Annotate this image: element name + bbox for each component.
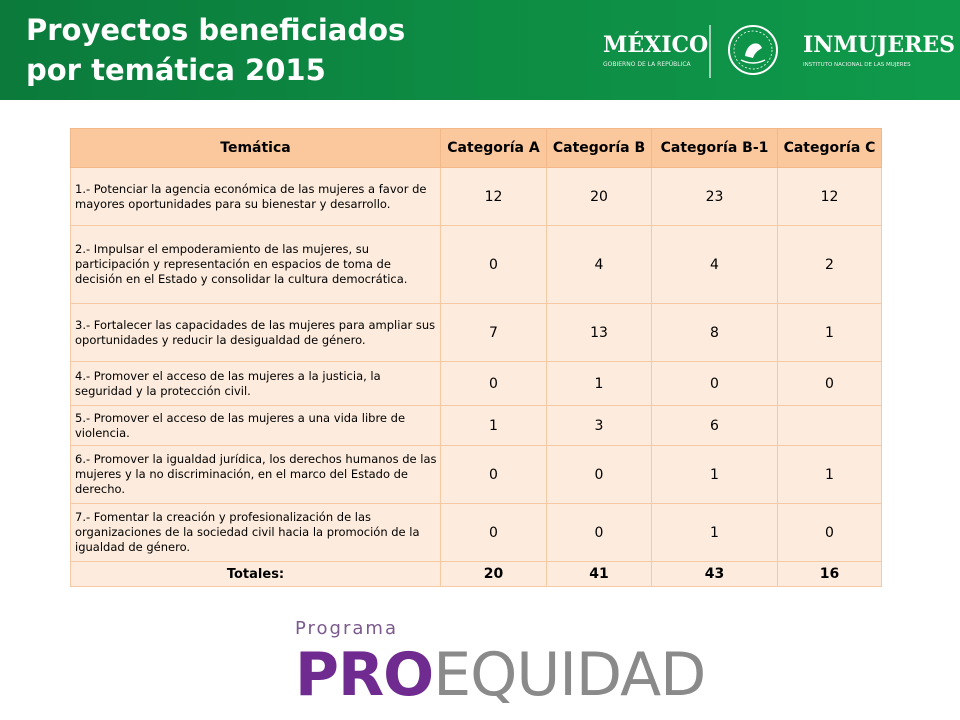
institution-logos: MÉXICO GOBIERNO DE LA REPÚBLICA INMUJERE… [585, 0, 960, 100]
header-band: Proyectos beneficiados por temática 2015… [0, 0, 960, 100]
wordmark-equidad: EQUIDAD [433, 640, 706, 710]
cat-b-cell: 13 [546, 303, 652, 362]
header-tematica: Temática [70, 128, 441, 168]
logos-svg: MÉXICO GOBIERNO DE LA REPÚBLICA INMUJERE… [603, 25, 955, 78]
total-cat-b1: 43 [651, 561, 778, 587]
cat-c-cell: 1 [777, 445, 882, 504]
cat-b1-cell: 6 [651, 405, 778, 446]
mexico-logo-subtext: GOBIERNO DE LA REPÚBLICA [603, 61, 692, 68]
proequidad-wordmark: PROEQUIDAD [295, 640, 706, 710]
inmujeres-logo-text: INMUJERES [803, 32, 955, 58]
cat-a-cell: 0 [440, 445, 547, 504]
cat-b-cell: 1 [546, 361, 652, 406]
cat-b1-cell: 1 [651, 445, 778, 504]
programa-label: Programa [295, 618, 398, 639]
table-row: 1.- Potenciar la agencia económica de la… [70, 167, 882, 226]
cat-b1-cell: 23 [651, 167, 778, 226]
theme-cell: 4.- Promover el acceso de las mujeres a … [70, 361, 441, 406]
page-title: Proyectos beneficiados por temática 2015 [26, 10, 405, 90]
cat-a-cell: 1 [440, 405, 547, 446]
theme-cell: 5.- Promover el acceso de las mujeres a … [70, 405, 441, 446]
inmujeres-logo-subtext: INSTITUTO NACIONAL DE LAS MUJERES [803, 62, 911, 68]
header-categoria-b: Categoría B [546, 128, 652, 168]
cat-a-cell: 0 [440, 361, 547, 406]
table-header-row: Temática Categoría A Categoría B Categor… [70, 128, 882, 168]
cat-b1-cell: 8 [651, 303, 778, 362]
cat-b-cell: 4 [546, 225, 652, 304]
header-categoria-b1: Categoría B-1 [651, 128, 778, 168]
totals-row: Totales: 20 41 43 16 [70, 561, 882, 587]
table-row: 7.- Fomentar la creación y profesionaliz… [70, 503, 882, 562]
cat-b-cell: 0 [546, 503, 652, 562]
table-row: 5.- Promover el acceso de las mujeres a … [70, 405, 882, 446]
cat-c-cell: 0 [777, 361, 882, 406]
projects-table-container: Temática Categoría A Categoría B Categor… [70, 128, 882, 587]
theme-cell: 7.- Fomentar la creación y profesionaliz… [70, 503, 441, 562]
header-categoria-c: Categoría C [777, 128, 882, 168]
total-cat-c: 16 [777, 561, 882, 587]
cat-a-cell: 7 [440, 303, 547, 362]
cat-a-cell: 0 [440, 503, 547, 562]
cat-b1-cell: 1 [651, 503, 778, 562]
theme-cell: 6.- Promover la igualdad jurídica, los d… [70, 445, 441, 504]
cat-b-cell: 20 [546, 167, 652, 226]
theme-cell: 3.- Fortalecer las capacidades de las mu… [70, 303, 441, 362]
wordmark-pro: PRO [295, 640, 434, 710]
theme-cell: 2.- Impulsar el empoderamiento de las mu… [70, 225, 441, 304]
totals-label: Totales: [70, 561, 441, 587]
mexico-logo-text: MÉXICO [603, 31, 708, 58]
cat-a-cell: 12 [440, 167, 547, 226]
table-row: 6.- Promover la igualdad jurídica, los d… [70, 445, 882, 504]
total-cat-a: 20 [440, 561, 547, 587]
cat-b1-cell: 0 [651, 361, 778, 406]
cat-a-cell: 0 [440, 225, 547, 304]
cat-b-cell: 3 [546, 405, 652, 446]
projects-table: Temática Categoría A Categoría B Categor… [70, 128, 882, 587]
table-row: 3.- Fortalecer las capacidades de las mu… [70, 303, 882, 362]
coat-of-arms-icon [728, 25, 778, 75]
cat-c-cell: 12 [777, 167, 882, 226]
table-row: 2.- Impulsar el empoderamiento de las mu… [70, 225, 882, 304]
cat-c-cell: 2 [777, 225, 882, 304]
cat-b-cell: 0 [546, 445, 652, 504]
title-line-2: por temática 2015 [26, 53, 326, 87]
table-row: 4.- Promover el acceso de las mujeres a … [70, 361, 882, 406]
cat-c-cell: 1 [777, 303, 882, 362]
cat-b1-cell: 4 [651, 225, 778, 304]
cat-c-cell [777, 405, 882, 446]
theme-cell: 1.- Potenciar la agencia económica de la… [70, 167, 441, 226]
total-cat-b: 41 [546, 561, 652, 587]
header-categoria-a: Categoría A [440, 128, 547, 168]
title-line-1: Proyectos beneficiados [26, 13, 406, 47]
cat-c-cell: 0 [777, 503, 882, 562]
